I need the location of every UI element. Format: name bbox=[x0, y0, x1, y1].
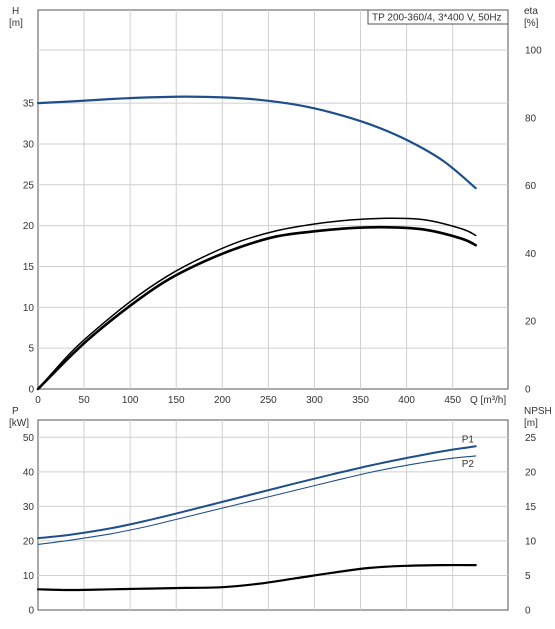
left-axis-tick-label: 30 bbox=[23, 139, 35, 150]
series-label-p2: P2 bbox=[462, 459, 475, 470]
left-axis-tick-label: 30 bbox=[23, 502, 35, 513]
right-axis-tick-label: 25 bbox=[525, 433, 537, 444]
series-line-p2 bbox=[37, 455, 477, 545]
right-axis-tick-label: 10 bbox=[525, 536, 537, 547]
x-axis-tick-label: 300 bbox=[306, 395, 323, 406]
x-axis-tick-label: 200 bbox=[214, 395, 231, 406]
left-axis-tick-label: 0 bbox=[28, 606, 34, 617]
series-label-p1: P1 bbox=[462, 434, 475, 445]
left-axis-tick-label: 50 bbox=[23, 433, 35, 444]
left-axis-unit-label: [kW] bbox=[9, 418, 29, 429]
x-axis-tick-label: 400 bbox=[398, 395, 415, 406]
left-axis-tick-label: 35 bbox=[23, 99, 35, 110]
x-axis-tick-label: 450 bbox=[444, 395, 461, 406]
series-line-2-3 bbox=[36, 563, 477, 592]
left-axis-tick-label: 5 bbox=[28, 344, 34, 355]
right-axis-tick-label: 15 bbox=[525, 502, 537, 513]
left-axis-tick-label: 20 bbox=[23, 536, 35, 547]
left-axis-tick-label: 0 bbox=[28, 385, 34, 396]
right-axis-tick-label: 40 bbox=[525, 249, 537, 260]
chart-title: TP 200-360/4, 3*400 V, 50Hz bbox=[372, 13, 502, 24]
right-axis-tick-label: 20 bbox=[525, 317, 537, 328]
left-axis-tick-label: 15 bbox=[23, 262, 35, 273]
left-axis-tick-label: 10 bbox=[23, 571, 35, 582]
x-axis-label: Q [m³/h] bbox=[470, 395, 506, 406]
series-line-1-2 bbox=[37, 217, 477, 390]
x-axis-tick-label: 250 bbox=[260, 395, 277, 406]
right-axis-unit-label: [%] bbox=[524, 18, 539, 29]
x-axis-tick-label: 0 bbox=[35, 395, 41, 406]
panel-1-frame bbox=[37, 9, 509, 390]
series-line-1-1 bbox=[36, 95, 477, 190]
right-axis-tick-label: 80 bbox=[525, 113, 537, 124]
right-axis-tick-label: 100 bbox=[525, 46, 542, 57]
left-axis-tick-label: 20 bbox=[23, 221, 35, 232]
right-axis-tick-label: 60 bbox=[525, 181, 537, 192]
right-axis-unit-label: eta bbox=[524, 6, 538, 17]
right-axis-tick-label: 5 bbox=[525, 571, 531, 582]
chart-title-box bbox=[367, 9, 509, 25]
right-axis-tick-label: 0 bbox=[525, 606, 531, 617]
right-axis-tick-label: 20 bbox=[525, 467, 537, 478]
left-axis-unit-label: [m] bbox=[9, 18, 23, 29]
x-axis-tick-label: 100 bbox=[122, 395, 139, 406]
series-line-p1 bbox=[37, 445, 477, 540]
x-axis-tick-label: 50 bbox=[79, 395, 91, 406]
right-axis-tick-label: 0 bbox=[525, 385, 531, 396]
right-axis-unit-label: [m] bbox=[524, 418, 538, 429]
left-axis-tick-label: 10 bbox=[23, 303, 35, 314]
left-axis-tick-label: 25 bbox=[23, 180, 35, 191]
x-axis-tick-label: 150 bbox=[168, 395, 185, 406]
series-line-1-3 bbox=[36, 225, 477, 391]
panel-2-frame bbox=[37, 419, 509, 611]
left-axis-unit-label: H bbox=[12, 6, 19, 17]
left-axis-unit-label: P bbox=[12, 406, 19, 417]
x-axis-tick-label: 350 bbox=[352, 395, 369, 406]
right-axis-unit-label: NPSH bbox=[524, 406, 552, 417]
left-axis-tick-label: 40 bbox=[23, 467, 35, 478]
